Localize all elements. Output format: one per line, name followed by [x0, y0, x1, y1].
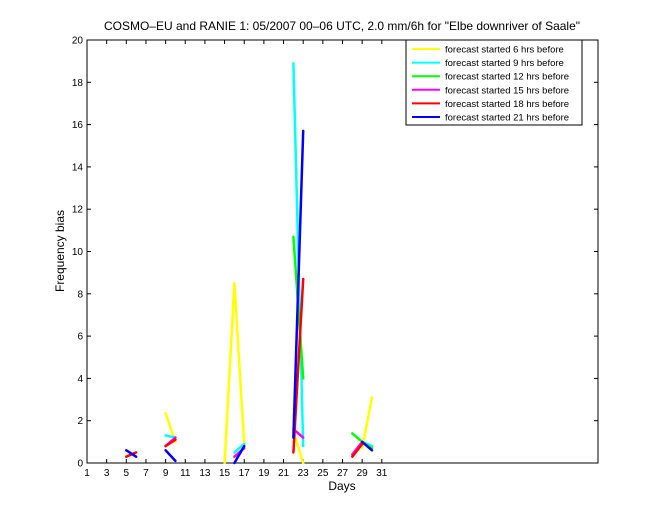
series-line	[164, 434, 177, 439]
legend-label: forecast started 15 hrs before	[445, 85, 569, 96]
y-axis-label: Frequency bias	[53, 210, 67, 292]
series-line	[292, 129, 305, 439]
x-tick-label: 7	[143, 468, 149, 479]
x-tick-label: 17	[239, 468, 251, 479]
legend-label: forecast started 9 hrs before	[445, 58, 564, 69]
x-tick-label: 15	[219, 468, 231, 479]
legend-label: forecast started 21 hrs before	[445, 113, 569, 124]
series-line	[233, 444, 246, 465]
y-tick-label: 16	[72, 120, 84, 131]
y-tick-label: 18	[72, 78, 84, 89]
y-tick-label: 20	[72, 36, 84, 47]
y-axis: 0 2 4 6 8 10 12 14 16 18 20	[72, 36, 598, 470]
legend-label: forecast started 6 hrs before	[445, 45, 564, 56]
series-line	[164, 449, 177, 463]
y-tick-label: 10	[72, 247, 84, 258]
chart-title: COSMO–EU and RANIE 1: 05/2007 00–06 UTC,…	[104, 19, 580, 33]
series-layer	[125, 62, 374, 465]
series-line	[360, 440, 374, 452]
x-tick-label: 19	[258, 468, 270, 479]
x-tick-label: 25	[317, 468, 329, 479]
y-tick-label: 2	[77, 416, 83, 427]
x-tick-label: 5	[124, 468, 130, 479]
series-line	[233, 442, 246, 454]
legend-box	[405, 39, 583, 126]
x-axis: 1 3 5 7 9 11 13 15 17 19 21 23 25 27 29 31	[84, 40, 388, 479]
x-tick-label: 23	[298, 468, 310, 479]
x-tick-label: 11	[180, 468, 191, 479]
x-tick-label: 1	[84, 468, 90, 479]
legend-label: forecast started 18 hrs before	[445, 99, 569, 110]
series-line	[351, 442, 364, 458]
series-line	[125, 449, 138, 458]
legend-label: forecast started 12 hrs before	[445, 72, 569, 83]
x-tick-label: 27	[337, 468, 349, 479]
x-axis-label: Days	[328, 479, 355, 493]
y-tick-label: 6	[77, 332, 83, 343]
y-tick-label: 8	[77, 289, 83, 300]
series-line	[351, 440, 364, 456]
y-tick-label: 0	[77, 459, 83, 470]
x-tick-label: 13	[199, 468, 211, 479]
series-6	[125, 129, 374, 465]
x-tick-label: 31	[376, 468, 388, 479]
y-tick-label: 4	[77, 374, 83, 385]
x-tick-label: 21	[278, 468, 290, 479]
x-tick-label: 3	[104, 468, 110, 479]
legend: forecast started 6 hrs before forecast st…	[405, 39, 583, 126]
y-tick-label: 14	[72, 162, 84, 173]
series-line	[164, 438, 177, 448]
y-tick-label: 12	[72, 205, 84, 216]
x-tick-label: 9	[163, 468, 169, 479]
x-tick-label: 29	[357, 468, 369, 479]
series-line	[223, 281, 246, 465]
series-line	[360, 396, 374, 450]
